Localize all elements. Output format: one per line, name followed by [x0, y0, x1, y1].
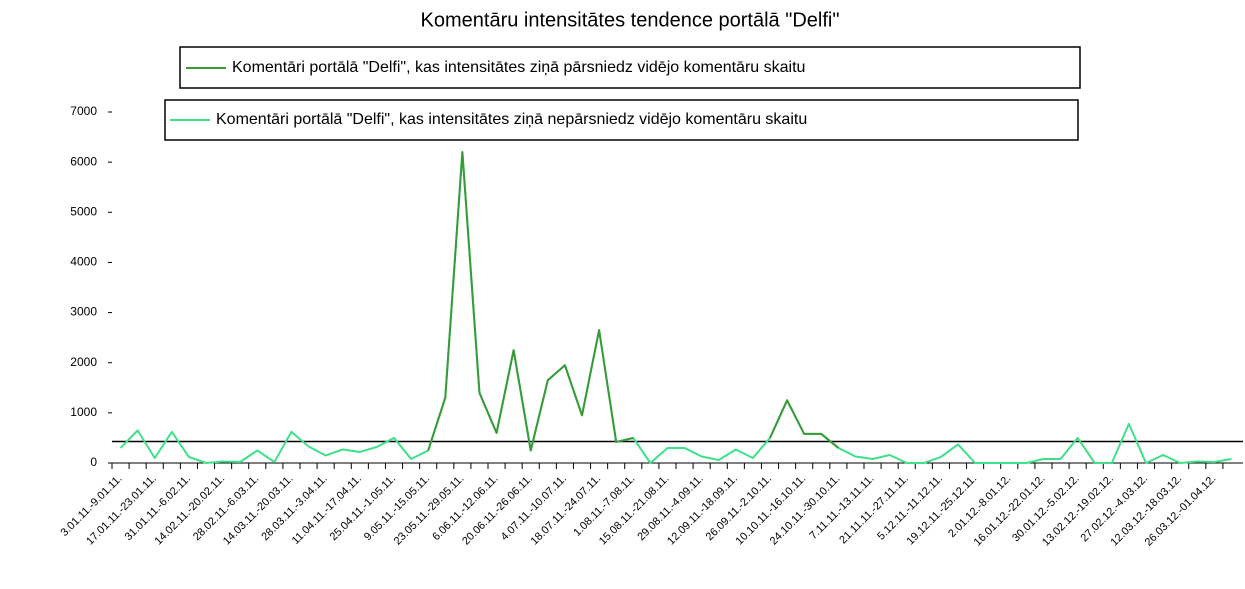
- y-tick-label: 3000: [70, 305, 97, 319]
- series-line: [119, 151, 1232, 464]
- legend-box: [179, 46, 1081, 89]
- chart-title: Komentāru intensitātes tendence portālā …: [421, 9, 840, 31]
- series-line: [427, 151, 839, 452]
- y-tick-label: 4000: [70, 255, 97, 269]
- y-tick-label: 5000: [70, 204, 97, 218]
- y-tick-label: 0: [90, 455, 97, 469]
- legend-label: Komentāri portālā "Delfi", kas intensitā…: [216, 111, 807, 128]
- y-tick-label: 1000: [70, 405, 97, 419]
- x-tick-label: 2.01.12.-8.01.12.: [946, 473, 1013, 540]
- y-tick-label: 7000: [70, 104, 97, 118]
- legend-box: [164, 99, 1079, 141]
- y-tick-label: 2000: [70, 355, 97, 369]
- legend-label: Komentāri portālā "Delfi", kas intensitā…: [232, 59, 805, 76]
- x-tick-label: 3.01.11.-9.01.11.: [59, 473, 125, 539]
- x-tick-label: 1.08.11.-7.08.11.: [571, 473, 637, 539]
- y-tick-label: 6000: [70, 154, 97, 168]
- x-tick-label: 7.11.11.-13.11.11.: [807, 473, 876, 542]
